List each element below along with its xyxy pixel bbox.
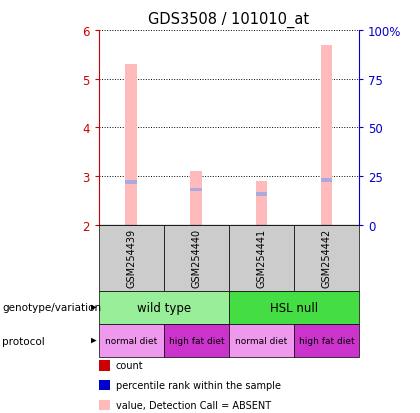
Bar (321, 179, 332, 182)
Text: GSM254440: GSM254440 (192, 229, 201, 287)
Text: count: count (116, 361, 143, 370)
Text: normal diet: normal diet (105, 336, 158, 345)
Text: high fat diet: high fat diet (299, 336, 354, 345)
Bar (256, 193, 267, 196)
Text: GSM254439: GSM254439 (126, 229, 136, 287)
Text: GSM254441: GSM254441 (257, 229, 266, 287)
Text: value, Detection Call = ABSENT: value, Detection Call = ABSENT (116, 400, 270, 410)
Title: GDS3508 / 101010_at: GDS3508 / 101010_at (148, 12, 310, 28)
Bar (191, 188, 202, 192)
Text: genotype/variation: genotype/variation (2, 303, 101, 313)
Text: HSL null: HSL null (270, 301, 318, 314)
Bar (126, 180, 137, 184)
Bar (191, 172, 202, 225)
Text: wild type: wild type (137, 301, 191, 314)
Text: percentile rank within the sample: percentile rank within the sample (116, 380, 281, 390)
Bar (126, 65, 137, 225)
Text: high fat diet: high fat diet (168, 336, 224, 345)
Bar (321, 45, 332, 225)
Bar (256, 181, 267, 225)
Text: protocol: protocol (2, 336, 45, 346)
Text: GSM254442: GSM254442 (322, 228, 331, 288)
Text: normal diet: normal diet (235, 336, 288, 345)
